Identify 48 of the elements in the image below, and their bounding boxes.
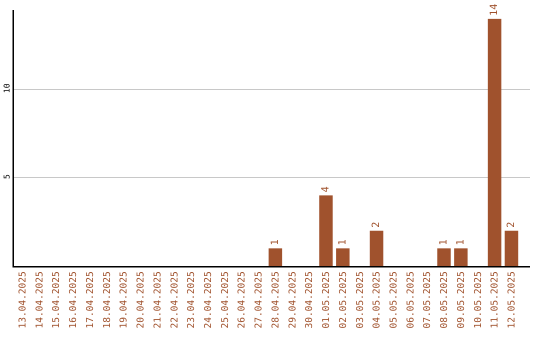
x-tick-label: 12.05.2025 <box>506 271 518 329</box>
data-label: 1 <box>337 239 348 246</box>
x-tick-label: 08.05.2025 <box>439 271 450 329</box>
data-label: 4 <box>320 186 332 192</box>
bar <box>488 18 502 266</box>
x-tick-label: 05.05.2025 <box>388 271 400 329</box>
x-tick-label: 11.05.2025 <box>490 271 501 329</box>
x-tick-label: 07.05.2025 <box>422 271 434 329</box>
bar <box>336 248 350 266</box>
x-tick-label: 29.04.2025 <box>287 271 298 329</box>
x-tick-label: 01.05.2025 <box>321 271 332 329</box>
x-tick-label: 16.04.2025 <box>68 271 80 329</box>
x-tick-label: 27.04.2025 <box>254 271 265 329</box>
data-label: 1 <box>270 239 281 246</box>
x-tick-label: 21.04.2025 <box>152 271 164 329</box>
x-tick-label: 28.04.2025 <box>270 271 282 329</box>
x-tick-label: 03.05.2025 <box>354 271 366 329</box>
bar <box>268 248 282 266</box>
bar <box>504 230 518 266</box>
bar <box>437 248 451 266</box>
x-tick-label: 06.05.2025 <box>405 271 416 329</box>
x-tick-label: 02.05.2025 <box>338 271 349 329</box>
x-tick-label: 19.04.2025 <box>118 271 130 329</box>
data-label: 2 <box>371 222 382 228</box>
bar <box>454 248 468 266</box>
data-label: 1 <box>455 239 466 246</box>
x-tick-label: 17.04.2025 <box>84 271 96 329</box>
data-label: 2 <box>506 222 517 228</box>
data-label: 1 <box>438 239 450 246</box>
x-tick-label: 13.04.2025 <box>18 271 29 329</box>
x-tick-label: 15.04.2025 <box>51 271 62 329</box>
bar <box>319 195 333 266</box>
x-tick-label: 24.04.2025 <box>203 271 214 329</box>
x-tick-label: 14.04.2025 <box>34 271 46 329</box>
x-tick-label: 09.05.2025 <box>456 271 467 329</box>
x-tick-label: 04.05.2025 <box>372 271 383 329</box>
x-tick-label: 26.04.2025 <box>236 271 248 329</box>
x-tick-label: 18.04.2025 <box>102 271 113 329</box>
x-tick-label: 23.04.2025 <box>186 271 198 329</box>
y-tick-label: 5 <box>2 174 12 179</box>
data-label: 14 <box>489 4 500 16</box>
x-tick-label: 20.04.2025 <box>136 271 147 329</box>
x-tick-label: 22.04.2025 <box>169 271 180 329</box>
x-tick-label: 10.05.2025 <box>472 271 484 329</box>
bar <box>370 230 384 266</box>
x-tick-label: 30.04.2025 <box>304 271 316 329</box>
x-tick-label: 25.04.2025 <box>220 271 231 329</box>
y-tick-label: 10 <box>2 83 12 94</box>
